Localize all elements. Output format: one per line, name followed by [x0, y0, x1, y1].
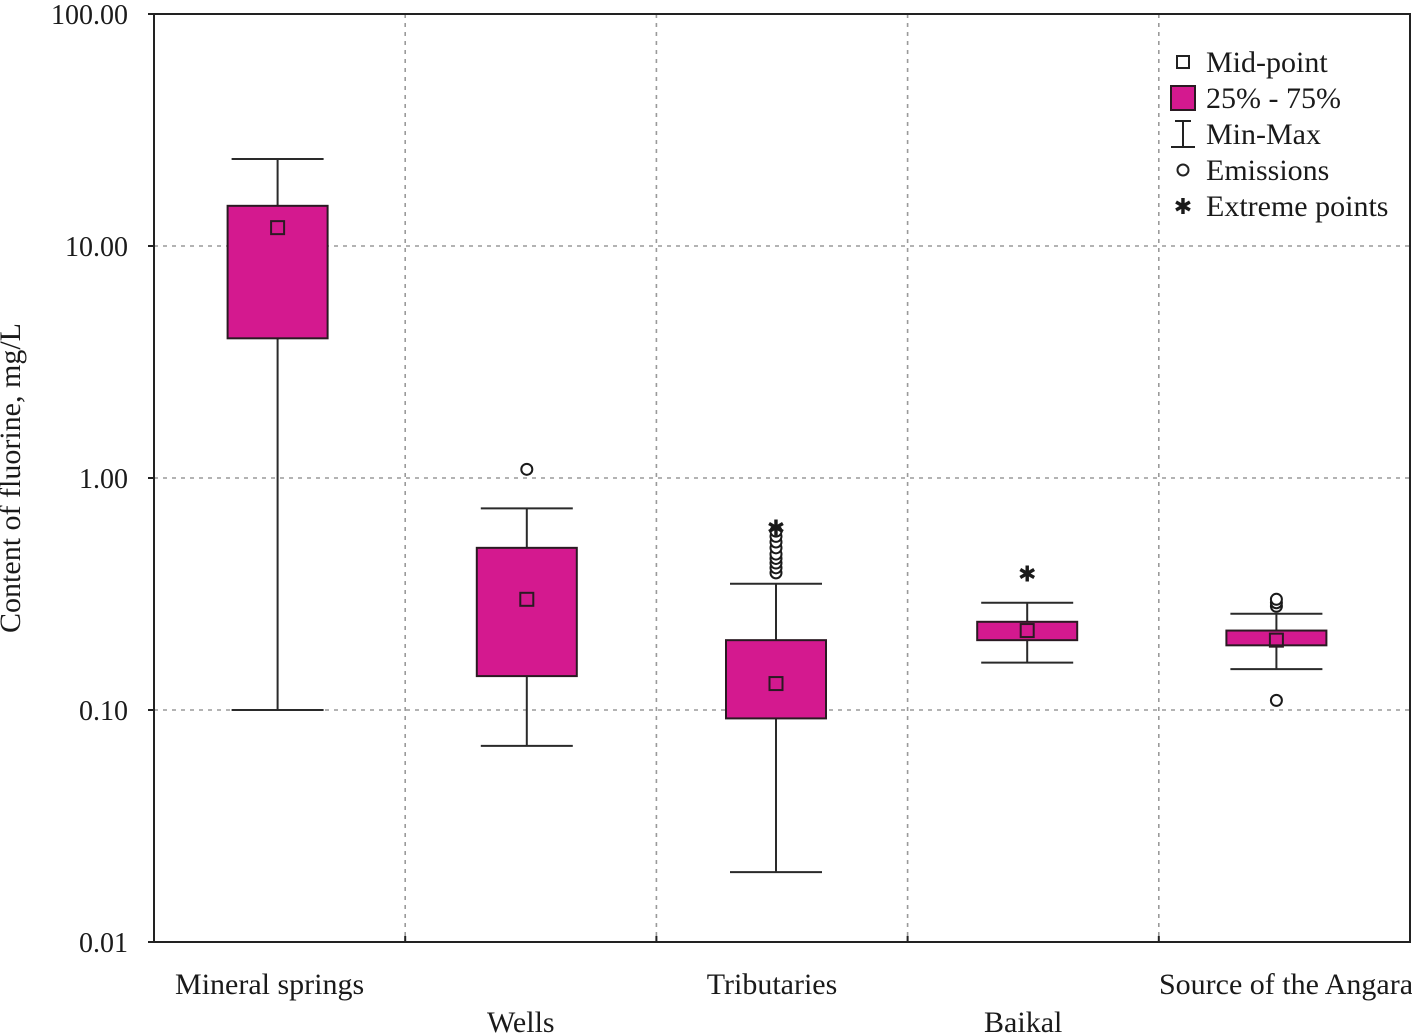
category-label: Tributaries: [707, 968, 838, 1001]
legend-item: 25% - 75%: [1170, 82, 1341, 115]
emission-point: [520, 462, 534, 476]
box-iqr: [725, 639, 827, 720]
y-axis-ticks: 100.00 10.00 1.00 0.10 0.01: [51, 0, 154, 959]
y-tick-label: 1.00: [79, 464, 128, 495]
gridlines: [154, 14, 1410, 942]
y-tick-label: 0.01: [79, 928, 128, 959]
mid-point-marker: [270, 220, 286, 236]
iqr-legend-icon: [1170, 85, 1196, 111]
category-label: Mineral springs: [175, 968, 364, 1001]
mid-point-marker: [1268, 632, 1284, 648]
emission-point: [1269, 592, 1283, 606]
boxes: ✱✱: [226, 158, 1328, 874]
y-tick-label: 0.10: [79, 696, 128, 727]
x-axis-ticks: [404, 936, 1160, 942]
box-group-baikal: ✱: [976, 562, 1079, 664]
emission-legend-icon: [1176, 163, 1190, 177]
box-group-wells: [475, 462, 578, 747]
mid-point-marker: [1019, 623, 1035, 639]
box-iqr: [976, 620, 1079, 642]
y-axis-title: Content of fluorine, mg/L: [0, 323, 27, 633]
legend-label: Min-Max: [1206, 118, 1321, 151]
emission-point: [1269, 693, 1283, 707]
extreme-point: ✱: [1018, 562, 1036, 587]
mid-point-marker: [519, 591, 535, 607]
legend-label: 25% - 75%: [1206, 82, 1341, 115]
emission-point: [769, 524, 783, 538]
asterisk-legend-icon: ✱: [1174, 195, 1192, 220]
category-label: Source of the Angara: [1159, 968, 1412, 1001]
legend-item: ✱ Extreme points: [1174, 190, 1389, 223]
extreme-point: ✱: [767, 517, 785, 542]
y-tick-label: 10.00: [65, 232, 128, 263]
mid-point-marker: [768, 676, 784, 692]
legend-item: Emissions: [1176, 154, 1329, 187]
legend-item: Min-Max: [1171, 118, 1321, 151]
y-tick-label: 100.00: [51, 0, 128, 31]
mid-point-legend-icon: [1176, 55, 1190, 69]
box-group-source-of-the-angara: [1225, 592, 1328, 707]
legend-item: Mid-point: [1176, 46, 1328, 79]
category-labels: Mineral springs Wells Tributaries Baikal Sou…: [175, 968, 1412, 1036]
category-label: Baikal: [984, 1006, 1062, 1036]
box-iqr: [1225, 629, 1328, 647]
category-label: Wells: [487, 1006, 555, 1036]
legend-label: Mid-point: [1206, 46, 1328, 79]
legend-label: Emissions: [1206, 154, 1329, 187]
box-group-tributaries: ✱: [725, 517, 827, 874]
legend-label: Extreme points: [1206, 190, 1388, 223]
box-group-mineral-springs: [226, 158, 329, 711]
box-iqr: [475, 546, 578, 678]
box-iqr: [226, 204, 329, 340]
